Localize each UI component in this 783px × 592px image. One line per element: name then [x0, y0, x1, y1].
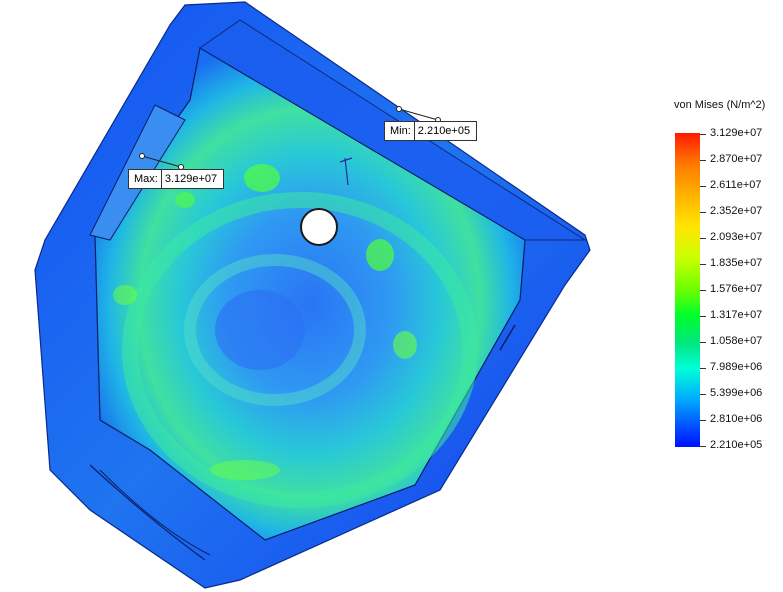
legend-tick-mark — [700, 368, 706, 369]
legend-tick-label: 2.210e+05 — [710, 439, 763, 451]
legend-title: von Mises (N/m^2) — [674, 99, 766, 111]
legend-tick-mark — [700, 134, 706, 135]
legend-tick-mark — [700, 394, 706, 395]
hotspot — [244, 164, 280, 192]
max-point — [139, 153, 145, 159]
bottom-groove — [99, 469, 211, 556]
legend-tick-label: 2.352e+07 — [710, 205, 763, 217]
stress-center — [215, 290, 305, 370]
legend-tick-mark — [700, 160, 706, 161]
legend-tick-mark — [700, 420, 706, 421]
legend-tick-label: 2.611e+07 — [710, 179, 762, 191]
hotspot — [175, 192, 195, 208]
min-probe-label[interactable]: Min: 2.210e+05 — [384, 121, 478, 141]
min-leader — [398, 108, 439, 121]
max-probe-label[interactable]: Max: 3.129e+07 — [128, 169, 225, 189]
legend-tick-mark — [700, 290, 706, 291]
legend-tick-label: 1.317e+07 — [710, 309, 763, 321]
legend-tick-mark — [700, 186, 706, 187]
hotspot — [393, 331, 417, 359]
legend-tick-label: 7.989e+06 — [710, 361, 763, 373]
legend-tick-mark — [700, 316, 706, 317]
mounting-hole — [300, 208, 338, 246]
legend-tick-label: 2.810e+06 — [710, 413, 763, 425]
legend-tick-label: 2.093e+07 — [710, 231, 763, 243]
legend-tick-mark — [700, 212, 706, 213]
max-probe-key: Max: — [129, 170, 162, 188]
legend-tick-mark — [700, 446, 706, 447]
hotspot — [366, 239, 394, 271]
legend-tick-label: 2.870e+07 — [710, 153, 763, 165]
stress-ring-outer — [122, 192, 478, 508]
legend-tick-mark — [700, 264, 706, 265]
legend-tick-label: 1.576e+07 — [710, 283, 763, 295]
legend-tick-label: 1.835e+07 — [710, 257, 763, 269]
stress-plot-model[interactable] — [0, 0, 660, 592]
min-point — [396, 106, 402, 112]
legend-tick-label: 5.399e+06 — [710, 387, 763, 399]
max-probe-value: 3.129e+07 — [164, 173, 218, 185]
right-slot — [499, 324, 516, 351]
min-probe-value: 2.210e+05 — [417, 125, 471, 137]
min-probe-key: Min: — [385, 122, 415, 140]
legend-tick-mark — [700, 342, 706, 343]
max-leader — [141, 155, 182, 168]
stress-ring-inner — [184, 254, 366, 406]
bottom-groove — [89, 464, 206, 561]
hotspot — [113, 285, 137, 305]
axis-marker — [339, 157, 353, 186]
hotspot — [210, 460, 280, 480]
legend-tick-mark — [700, 238, 706, 239]
legend-color-bar — [675, 133, 700, 447]
legend-tick-label: 3.129e+07 — [710, 127, 763, 139]
legend-tick-label: 1.058e+07 — [710, 335, 763, 347]
